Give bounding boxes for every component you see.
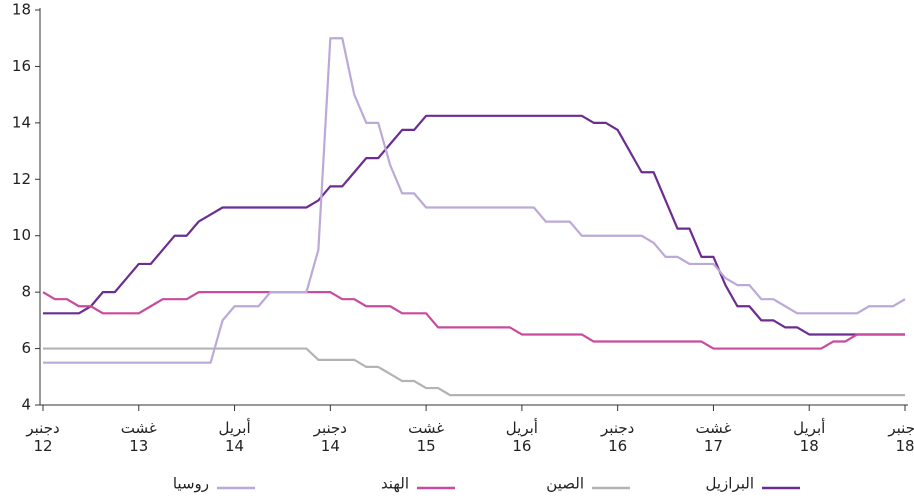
series-line <box>42 291 905 350</box>
x-tick-label: أبريل 14 <box>218 418 250 455</box>
legend-label: البرازيل <box>706 475 755 493</box>
x-tick-label: أبريل 16 <box>506 418 538 455</box>
x-tick-label: غشت 13 <box>121 419 157 455</box>
x-tick-label: دجنبر 16 <box>600 419 634 455</box>
x-tick-label: دجنبر18 <box>887 419 914 455</box>
x-tick-label: دجنبر 14 <box>313 419 347 455</box>
y-tick-label: 6 <box>21 339 31 357</box>
legend-label: روسيا <box>173 475 209 493</box>
legend-label: الصين <box>546 475 584 493</box>
y-tick-label: 4 <box>21 396 31 414</box>
y-tick-label: 16 <box>12 57 31 75</box>
y-tick-label: 10 <box>12 226 31 244</box>
series-line <box>43 37 906 364</box>
series-line <box>43 114 905 336</box>
y-tick-label: 12 <box>12 170 31 188</box>
x-tick-label: غشت 17 <box>695 419 731 455</box>
x-tick-label: غشت 15 <box>408 419 444 455</box>
y-tick-label: 8 <box>21 283 31 301</box>
x-tick-label: أبريل 18 <box>793 418 825 455</box>
x-tick-label: دجنبر 12 <box>25 419 59 455</box>
series-line <box>43 347 905 397</box>
legend-label: الهند <box>381 475 409 493</box>
y-tick-label: 14 <box>12 113 31 131</box>
y-tick-label: 18 <box>12 1 31 19</box>
